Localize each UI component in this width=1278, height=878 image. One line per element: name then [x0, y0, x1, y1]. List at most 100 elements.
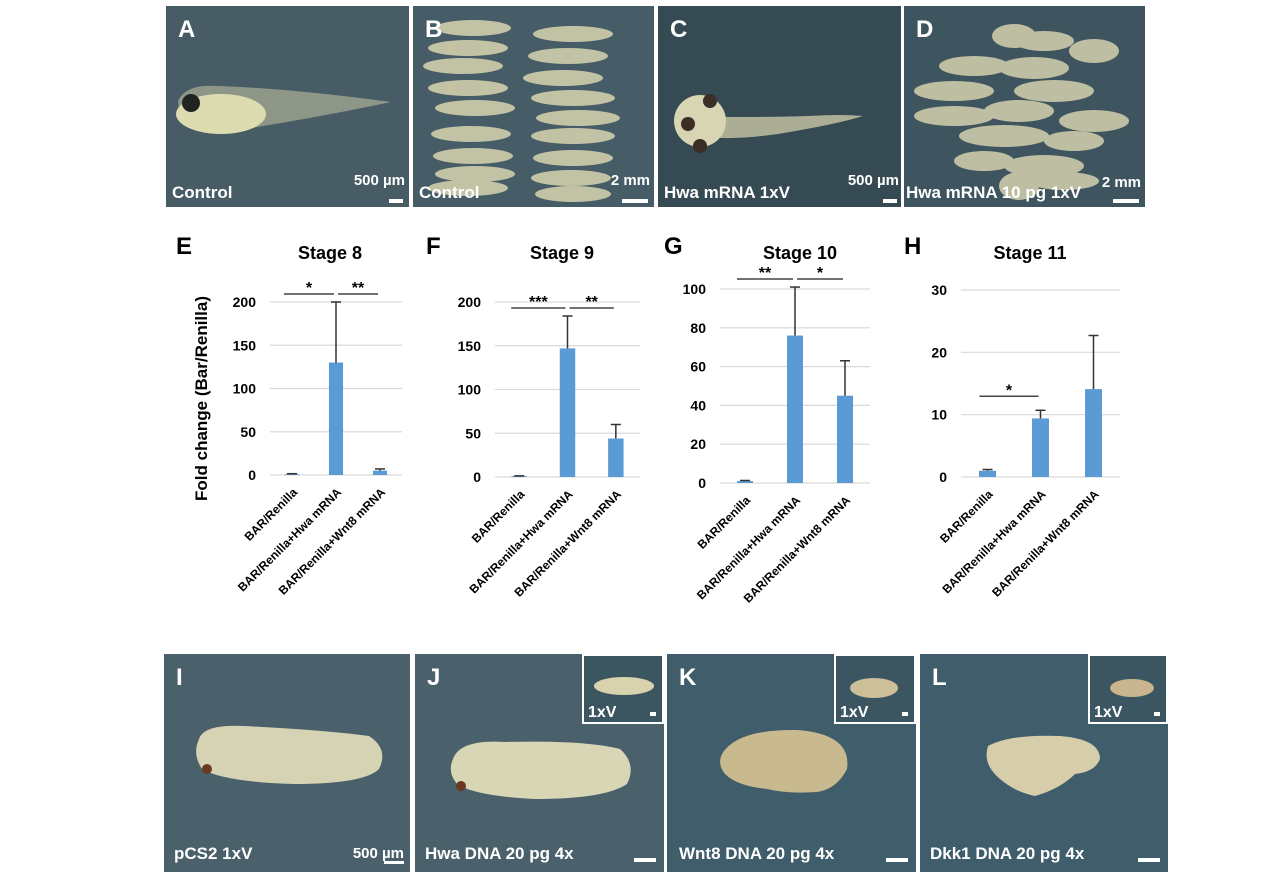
scale-bar-label: 500 µm	[847, 172, 899, 189]
panel-caption: pCS2 1xV	[174, 844, 253, 863]
chart-g: G Stage 10020406080100BAR/RenillaBAR/Reni…	[664, 233, 870, 606]
tadpole-image	[166, 6, 409, 207]
panel-b-photo: B Control 2 mm	[413, 6, 654, 207]
x-tick-label: BAR/Renilla+Wnt8 mRNA	[741, 493, 854, 606]
x-tick-label: BAR/Renilla	[937, 487, 996, 546]
y-tick-label: 100	[233, 381, 257, 397]
inset-scale-bar	[650, 712, 656, 716]
scale-bar-label: 2 mm	[610, 172, 650, 189]
panel-letter: A	[178, 16, 196, 43]
y-tick-label: 150	[458, 338, 482, 354]
y-tick-label: 50	[465, 425, 481, 441]
inset-photo: 1xV	[1088, 654, 1168, 724]
y-tick-label: 0	[248, 467, 256, 483]
significance-label: *	[1006, 382, 1013, 399]
y-tick-label: 30	[931, 282, 947, 298]
embryo-image	[164, 654, 410, 872]
y-tick-label: 40	[690, 397, 706, 413]
x-tick-label: BAR/Renilla+Wnt8 mRNA	[989, 487, 1102, 600]
panel-letter: G	[664, 233, 683, 260]
y-tick-label: 100	[458, 382, 482, 398]
panel-l-photo: 1xV L Dkk1 DNA 20 pg 4x	[920, 654, 1168, 872]
inset-embryo-image	[594, 677, 654, 695]
y-tick-label: 0	[939, 469, 947, 485]
significance-label: *	[306, 280, 313, 297]
scale-bar	[1138, 858, 1160, 862]
scale-bar	[634, 858, 656, 862]
panel-letter: D	[916, 16, 934, 43]
y-tick-label: 20	[931, 344, 947, 360]
panel-caption: Hwa mRNA 10 pg 1xV	[906, 183, 1082, 202]
panel-caption: Control	[419, 183, 480, 202]
panel-letter: E	[176, 233, 192, 260]
panel-k-photo: 1xV K Wnt8 DNA 20 pg 4x	[667, 654, 916, 872]
panel-letter: L	[932, 664, 947, 691]
scale-bar-label: 500 µm	[353, 172, 405, 189]
chart-title: Stage 9	[530, 243, 594, 263]
inset-photo: 1xV	[582, 654, 664, 724]
y-tick-label: 0	[698, 475, 706, 491]
significance-label: **	[585, 294, 598, 311]
chart-h: H Stage 11 0 10 20 30 BAR/RenillaBAR/Renilla+H…	[904, 233, 1120, 600]
bar	[737, 481, 753, 483]
bar	[284, 474, 300, 475]
panel-caption: Hwa mRNA 1xV	[664, 183, 790, 202]
panel-c-photo: C Hwa mRNA 1xV 500 µm	[658, 6, 901, 207]
panel-j-photo: 1xV J Hwa DNA 20 pg 4x	[415, 654, 664, 872]
inset-photo: 1xV	[834, 654, 916, 724]
bar	[1032, 418, 1049, 477]
panel-caption: Hwa DNA 20 pg 4x	[425, 844, 574, 863]
y-tick-label: 10	[931, 407, 947, 423]
y-axis-label: Fold change (Bar/Renilla)	[192, 296, 211, 501]
x-tick-label: BAR/Renilla+Hwa mRNA	[694, 493, 803, 602]
chart-e: E Stage 8 0 50 100 150 200 Fold change (Bar/Ren…	[176, 233, 402, 598]
tadpoles-image	[904, 6, 1145, 207]
panel-caption: Dkk1 DNA 20 pg 4x	[930, 844, 1085, 863]
y-tick-label: 60	[690, 359, 706, 375]
panel-letter: H	[904, 233, 921, 260]
chart-title: Stage 10	[763, 243, 837, 263]
scale-bar	[389, 199, 403, 203]
inset-label: 1xV	[588, 704, 617, 721]
panel-letter: C	[670, 16, 688, 43]
bar	[979, 470, 996, 477]
y-tick-label: 50	[240, 424, 256, 440]
inset-embryo-image	[1110, 679, 1154, 697]
panel-i-photo: I pCS2 1xV 500 µm	[164, 654, 410, 872]
tadpole-image	[658, 6, 901, 207]
inset-label: 1xV	[840, 704, 869, 721]
y-tick-label: 200	[233, 294, 257, 310]
panel-caption: Control	[172, 183, 233, 202]
significance-label: **	[759, 265, 772, 282]
chart-f: F Stage 9050100150200BAR/RenillaBAR/Renil…	[426, 233, 640, 600]
significance-label: ***	[529, 294, 548, 311]
bar	[787, 335, 803, 483]
panel-letter: I	[176, 664, 183, 691]
y-tick-label: 100	[683, 281, 707, 297]
y-tick-label: 20	[690, 436, 706, 452]
scale-bar	[886, 858, 908, 862]
scale-bar	[384, 861, 404, 864]
inset-scale-bar	[1154, 712, 1160, 716]
panel-caption: Wnt8 DNA 20 pg 4x	[679, 844, 835, 863]
significance-label: **	[352, 280, 365, 297]
panel-letter: K	[679, 664, 697, 691]
tadpoles-image	[413, 6, 654, 207]
y-tick-label: 200	[458, 294, 482, 310]
y-tick-label: 0	[473, 469, 481, 485]
bar	[1085, 389, 1102, 477]
chart-title: Stage 8	[298, 243, 362, 263]
scale-bar-label: 500 µm	[352, 845, 404, 862]
x-tick-label: BAR/Renilla+Hwa mRNA	[939, 487, 1048, 596]
bar	[328, 362, 344, 475]
scale-bar	[622, 199, 648, 203]
panel-a-photo: A Control 500 µm	[166, 6, 409, 207]
y-tick-label: 150	[233, 337, 257, 353]
bar	[837, 395, 853, 483]
scale-bar	[883, 199, 897, 203]
bar	[608, 438, 624, 477]
panel-letter: F	[426, 233, 441, 260]
scale-bar	[1113, 199, 1139, 203]
panel-letter: B	[425, 16, 443, 43]
scale-bar-label: 2 mm	[1101, 174, 1141, 191]
